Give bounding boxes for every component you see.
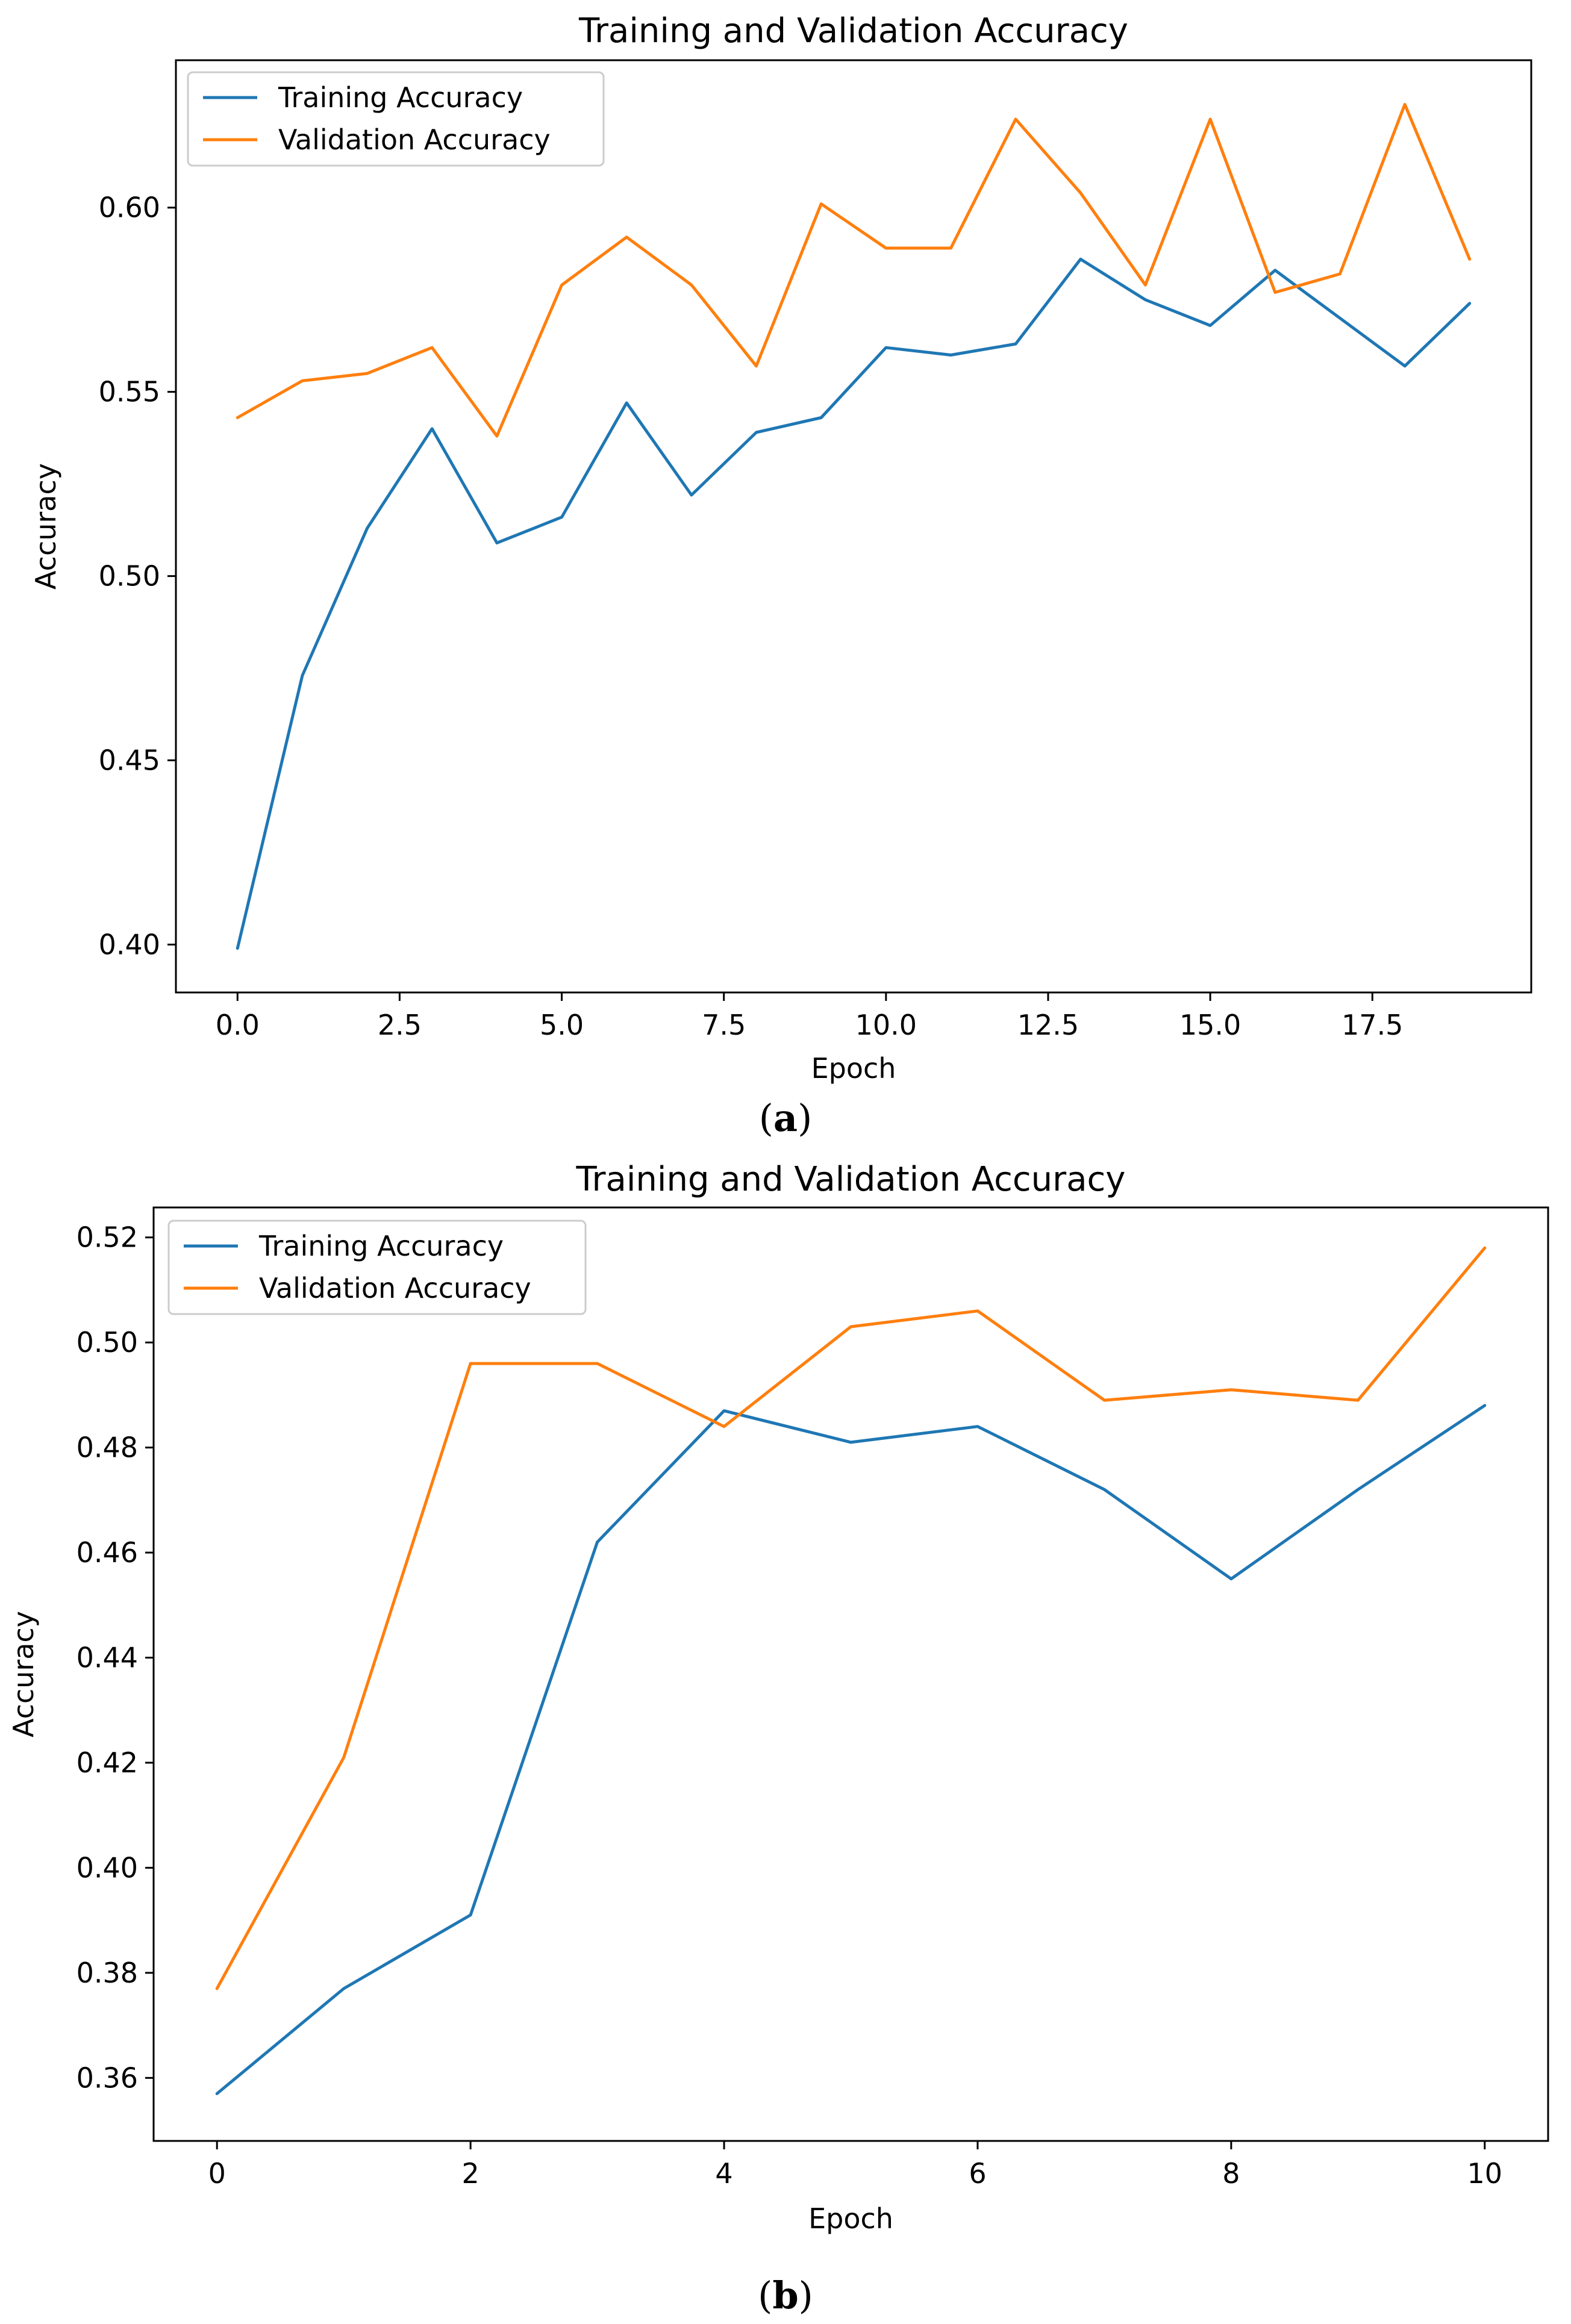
- x-tick-label: 0: [208, 2157, 226, 2190]
- x-tick-label: 10: [1467, 2157, 1502, 2190]
- validation-legend-label: Validation Accuracy: [278, 123, 551, 156]
- y-tick-label: 0.52: [77, 1221, 138, 1254]
- y-tick-label: 0.38: [77, 1957, 138, 1989]
- x-tick-label: 2.5: [378, 1009, 422, 1041]
- plot-frame: [175, 59, 1532, 994]
- caption-b: (b): [758, 2273, 813, 2317]
- x-tick-label: 4: [715, 2157, 732, 2190]
- x-tick-label: 17.5: [1341, 1009, 1403, 1041]
- validation-accuracy-line: [236, 102, 1472, 438]
- y-tick-label: 0.36: [77, 2061, 138, 2094]
- x-axis-label: Epoch: [808, 2202, 893, 2235]
- x-tick-label: 15.0: [1179, 1009, 1241, 1041]
- chart-b: Training and Validation Accuracy 0 2 4 6 8 10 0…: [7, 1160, 1549, 2235]
- x-tick-label: 2: [461, 2157, 479, 2190]
- y-tick-label: 0.42: [77, 1746, 138, 1779]
- y-tick-label: 0.46: [77, 1536, 138, 1569]
- x-tick-label: 0.0: [216, 1009, 260, 1041]
- x-axis-label: Epoch: [811, 1052, 896, 1085]
- x-tick-label: 8: [1222, 2157, 1240, 2190]
- caption-a: (a): [758, 1096, 813, 1140]
- y-tick-label: 0.50: [77, 1326, 138, 1359]
- y-axis-label: Accuracy: [30, 463, 62, 590]
- y-tick-label: 0.40: [77, 1851, 138, 1884]
- validation-accuracy-line: [215, 1246, 1487, 1990]
- plot-frame: [152, 1206, 1549, 2142]
- x-tick-label: 7.5: [702, 1009, 746, 1041]
- figure-b: Training and Validation Accuracy 0 2 4 6 8 10 0…: [0, 1147, 1571, 2267]
- y-tick-label: 0.45: [99, 744, 160, 777]
- legend-box: [187, 71, 605, 167]
- y-tick-label: 0.48: [77, 1431, 138, 1464]
- training-legend-label: Training Accuracy: [258, 1230, 504, 1262]
- training-accuracy-line: [215, 1404, 1487, 2095]
- x-tick-label: 12.5: [1017, 1009, 1079, 1041]
- x-tick-label: 6: [969, 2157, 986, 2190]
- y-tick-label: 0.60: [99, 192, 160, 224]
- y-tick-label: 0.44: [77, 1642, 138, 1674]
- chart-title: Training and Validation Accuracy: [576, 1160, 1126, 1199]
- legend-box: [167, 1220, 587, 1315]
- validation-legend-label: Validation Accuracy: [259, 1272, 531, 1304]
- training-legend-label: Training Accuracy: [278, 81, 523, 114]
- training-accuracy-line: [236, 257, 1472, 950]
- figure-a: Training and Validation Accuracy 0.0 2.5 5.…: [0, 0, 1571, 1114]
- chart-title: Training and Validation Accuracy: [578, 11, 1128, 51]
- chart-a: Training and Validation Accuracy 0.0 2.5 5.…: [30, 11, 1532, 1085]
- y-tick-label: 0.55: [99, 376, 160, 408]
- y-tick-label: 0.40: [99, 928, 160, 961]
- x-tick-label: 5.0: [540, 1009, 584, 1041]
- y-tick-label: 0.50: [99, 560, 160, 593]
- x-tick-label: 10.0: [855, 1009, 917, 1041]
- y-axis-label: Accuracy: [7, 1611, 40, 1737]
